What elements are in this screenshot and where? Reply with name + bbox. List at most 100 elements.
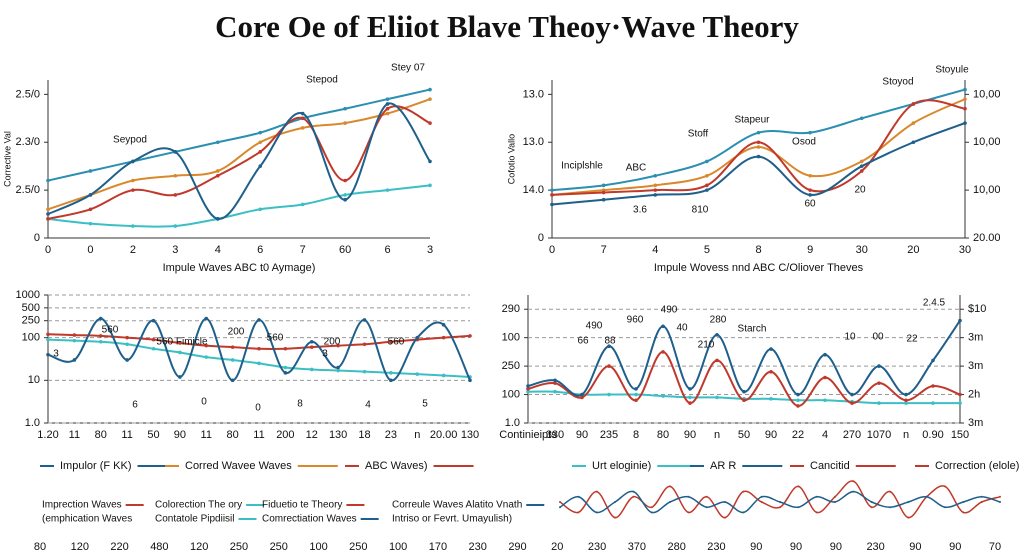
series-point bbox=[779, 501, 781, 503]
series-point bbox=[724, 501, 726, 503]
annotation: Seypod bbox=[113, 135, 147, 146]
series-point bbox=[614, 516, 616, 519]
series-point bbox=[823, 352, 827, 357]
series-point bbox=[870, 501, 873, 503]
series-point bbox=[823, 398, 827, 403]
annotation: 60 bbox=[804, 199, 816, 210]
series-point bbox=[632, 495, 635, 498]
series-point bbox=[343, 197, 347, 202]
annotation: 560 bbox=[388, 337, 405, 348]
series-point bbox=[258, 130, 263, 135]
series-line bbox=[551, 88, 966, 192]
series-point bbox=[415, 372, 420, 376]
series-point bbox=[230, 345, 235, 349]
y-tick-label: 10 bbox=[28, 374, 40, 386]
x-tick-label: 170 bbox=[429, 541, 447, 553]
annotation: 0 bbox=[201, 397, 207, 408]
series-point bbox=[553, 381, 557, 385]
series-point bbox=[931, 358, 935, 363]
x-tick-label: 12 bbox=[306, 429, 318, 441]
series-point bbox=[852, 490, 855, 493]
x-tick-label: 80 bbox=[227, 429, 239, 441]
series-point bbox=[178, 350, 182, 355]
x-tick-label: 250 bbox=[230, 541, 248, 553]
series-point bbox=[389, 340, 393, 344]
y-tick-label: 500 bbox=[22, 302, 40, 314]
y2-tick-label: $10 bbox=[968, 303, 986, 315]
series-point bbox=[428, 97, 432, 101]
series-point bbox=[705, 183, 709, 188]
series-point bbox=[46, 217, 50, 221]
series-point bbox=[852, 480, 855, 483]
series-point bbox=[131, 159, 135, 164]
x-tick-label: 280 bbox=[667, 541, 685, 553]
annotation: 4 bbox=[365, 400, 371, 411]
x-tick-label: 90 bbox=[684, 429, 696, 441]
series-point bbox=[88, 221, 93, 226]
legend-label: Urt eloginie) bbox=[592, 460, 651, 472]
series-point bbox=[72, 358, 77, 362]
x-tick-label: 230 bbox=[469, 541, 487, 553]
x-tick-label: 30 bbox=[856, 244, 868, 256]
series-point bbox=[859, 159, 864, 164]
x-tick-label: 9 bbox=[807, 244, 813, 256]
y-tick-label: 13.0 bbox=[523, 88, 544, 100]
y-tick-label: 1000 bbox=[16, 289, 40, 301]
series-point bbox=[653, 193, 658, 197]
series-point bbox=[962, 501, 965, 503]
series-point bbox=[904, 401, 908, 405]
series-point bbox=[742, 389, 746, 394]
y2-tick-label: 3m bbox=[968, 417, 983, 429]
series-point bbox=[632, 490, 635, 493]
footer-legend-label: Intriso or Fevrt. Umayulish) bbox=[392, 514, 512, 525]
footer-legend-label: Imprection Waves bbox=[42, 500, 122, 511]
series-line bbox=[47, 88, 431, 182]
series-point bbox=[362, 318, 367, 322]
series-point bbox=[343, 121, 347, 125]
x-tick-label: 4 bbox=[215, 244, 221, 256]
x-tick-label: 0 bbox=[549, 244, 555, 256]
series-point bbox=[756, 140, 761, 145]
footer-legend-label: Colorection The ory bbox=[155, 500, 242, 511]
series-point bbox=[215, 140, 220, 145]
series-point bbox=[958, 392, 962, 397]
series-point bbox=[859, 164, 864, 168]
y-tick-label: 2.5/0 bbox=[16, 184, 40, 196]
series-point bbox=[553, 389, 557, 394]
series-point bbox=[669, 501, 671, 503]
x-tick-label: 150 bbox=[951, 429, 969, 441]
series-point bbox=[687, 495, 690, 498]
series-point bbox=[823, 375, 827, 380]
y-tick-label: 1.0 bbox=[505, 417, 520, 429]
series-point bbox=[705, 506, 708, 509]
series-point bbox=[125, 335, 129, 340]
series-point bbox=[904, 392, 908, 397]
x-tick-label: 1.20 bbox=[37, 429, 58, 441]
series-point bbox=[336, 343, 340, 348]
annotation: 200 bbox=[228, 327, 245, 338]
legend-label: Correction (elole) bbox=[935, 460, 1019, 472]
series-point bbox=[98, 334, 103, 338]
series-point bbox=[526, 384, 530, 388]
series-point bbox=[687, 511, 690, 514]
series-line bbox=[559, 480, 1001, 519]
series-point bbox=[669, 485, 671, 488]
series-point bbox=[178, 341, 182, 345]
x-tick-label: 80 bbox=[95, 429, 107, 441]
series-point bbox=[889, 506, 891, 509]
x-tick-label: 18 bbox=[358, 429, 370, 441]
series-point bbox=[756, 145, 761, 149]
annotation: 280 bbox=[710, 315, 727, 326]
x-tick-label: 90 bbox=[909, 541, 921, 553]
footer-legend-label: Comrectiation Waves bbox=[262, 514, 357, 525]
y2-tick-label: 10,00 bbox=[973, 184, 1001, 196]
annotation: 40 bbox=[676, 323, 688, 334]
series-point bbox=[877, 364, 881, 368]
x-tick-label: 220 bbox=[110, 541, 128, 553]
series-point bbox=[808, 193, 812, 197]
series-point bbox=[963, 106, 967, 111]
series-point bbox=[925, 495, 928, 498]
series-point bbox=[362, 342, 367, 347]
x-tick-label: 20 bbox=[907, 244, 919, 256]
series-point bbox=[559, 506, 561, 509]
